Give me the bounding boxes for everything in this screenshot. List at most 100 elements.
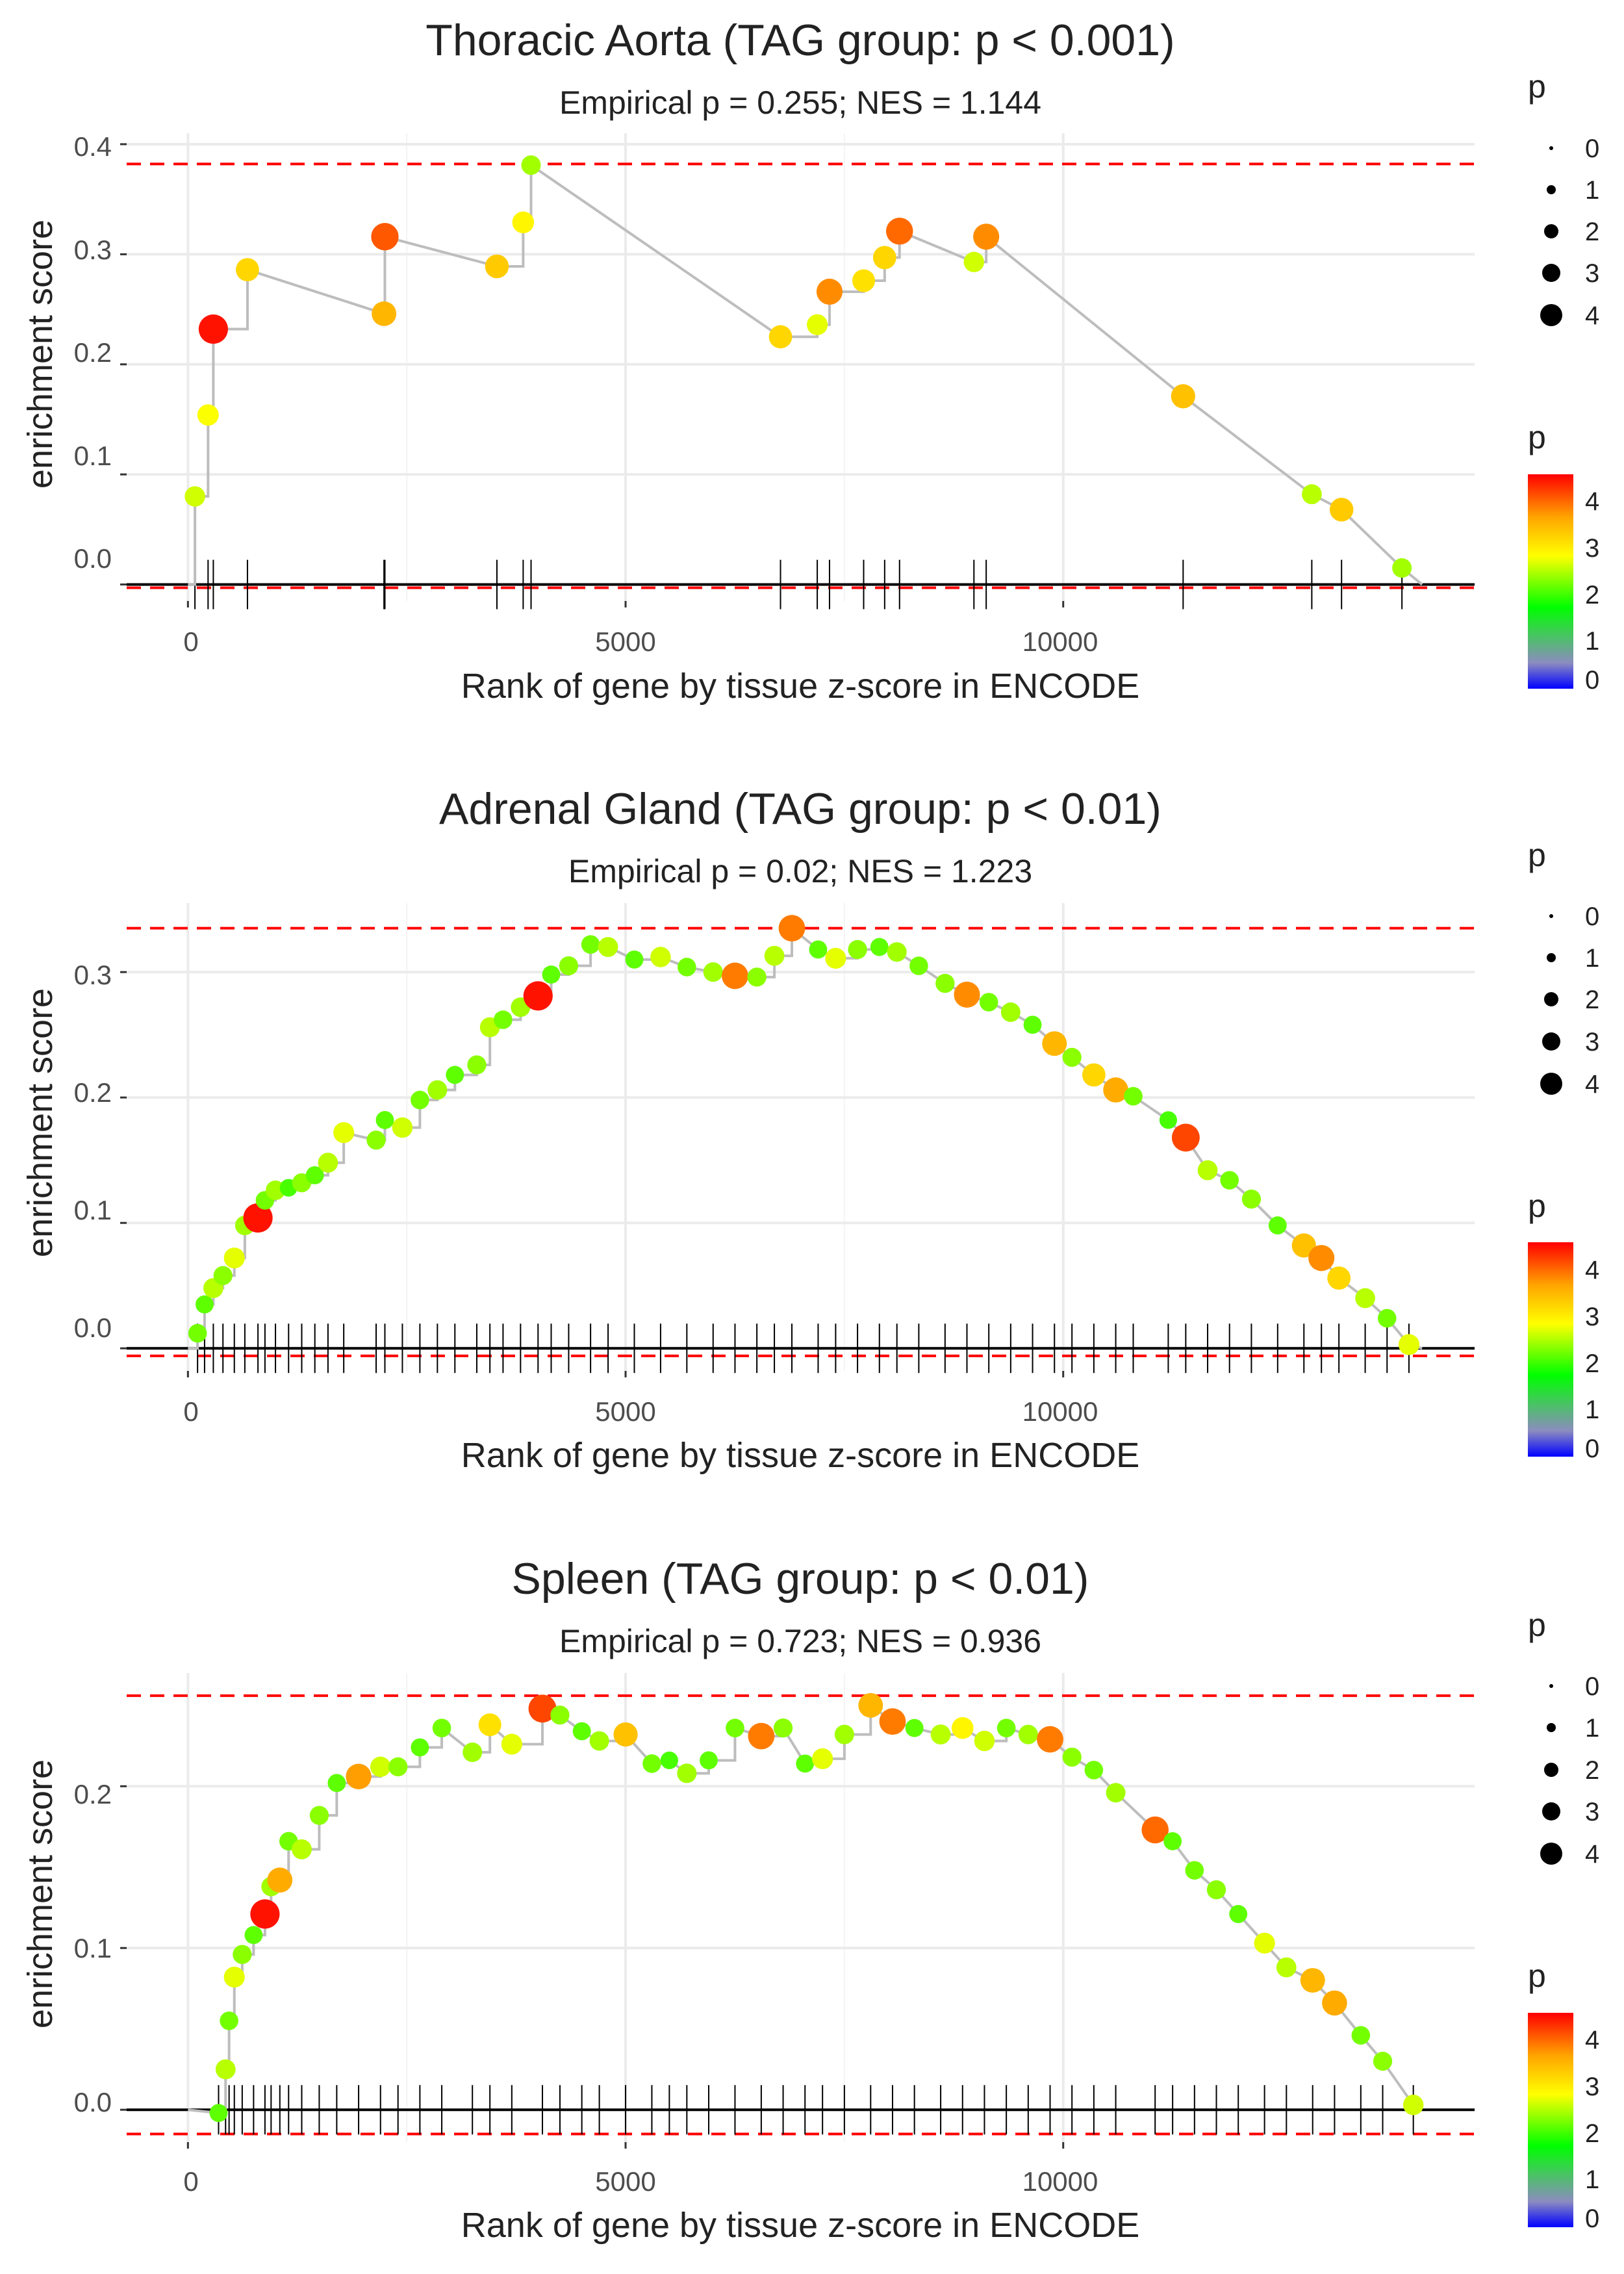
gene-point <box>1141 1816 1169 1844</box>
gene-point <box>1062 1747 1082 1767</box>
gene-point <box>333 1122 355 1143</box>
gene-point <box>807 314 828 335</box>
gene-point <box>195 1295 214 1314</box>
gene-point <box>213 1266 233 1285</box>
legend-color-label: 3 <box>1585 2073 1599 2101</box>
legend-size-title: p <box>1528 68 1546 105</box>
panel-subtitle: Empirical p = 0.723; NES = 0.936 <box>559 1623 1041 1659</box>
panel-title: Thoracic Aorta (TAG group: p < 0.001) <box>425 16 1174 65</box>
gene-point <box>559 956 579 976</box>
gene-point <box>1355 1288 1375 1309</box>
legend-size-label: 4 <box>1585 301 1599 330</box>
plot-area <box>120 1673 1475 2149</box>
y-axis-title: enrichment score <box>21 1759 60 2028</box>
gene-point <box>678 958 696 977</box>
legend-size: p 0 1 2 3 4 <box>1528 1607 1599 1869</box>
panel-spleen: Spleen (TAG group: p < 0.01) Empirical p… <box>21 1554 1599 2245</box>
gene-point <box>1392 558 1412 578</box>
gene-point <box>809 940 828 959</box>
legend-size-label: 0 <box>1585 134 1599 163</box>
gene-point <box>318 1153 338 1173</box>
gene-point <box>1042 1031 1067 1056</box>
gene-point <box>1300 1968 1325 1993</box>
gene-point <box>512 211 535 234</box>
legend-color: p 4 3 2 1 0 <box>1528 1188 1599 1463</box>
gene-point <box>209 2104 228 2123</box>
gene-point <box>1084 1761 1104 1780</box>
gene-point <box>572 1722 591 1741</box>
gene-point <box>963 251 985 272</box>
legend-size-label: 1 <box>1585 176 1599 205</box>
gene-point <box>1377 1309 1397 1328</box>
legend-color-label: 0 <box>1585 1435 1599 1463</box>
gene-point <box>309 1806 329 1825</box>
panel-title: Adrenal Gland (TAG group: p < 0.01) <box>439 784 1161 834</box>
enrichment-score-line <box>188 162 1423 586</box>
legend-size-title: p <box>1528 1607 1546 1643</box>
gene-point <box>1322 1990 1347 2016</box>
legend-color-title: p <box>1528 1958 1546 1994</box>
plot-area <box>120 133 1475 609</box>
gene-point <box>463 1742 483 1762</box>
gene-point <box>1159 1111 1177 1129</box>
x-axis-title: Rank of gene by tissue z-score in ENCODE <box>461 667 1139 706</box>
y-tick-label: 0.0 <box>74 543 112 574</box>
gene-point <box>1302 484 1322 505</box>
gene-point <box>292 1839 312 1859</box>
gene-point <box>233 1945 252 1964</box>
y-tick-label: 0.1 <box>74 1195 112 1225</box>
legend-color-label: 0 <box>1585 2204 1599 2233</box>
legend-size-label: 1 <box>1585 944 1599 973</box>
legend-size-label: 2 <box>1585 986 1599 1014</box>
gene-point <box>188 1323 207 1343</box>
gene-point <box>184 486 205 507</box>
gene-point <box>198 314 228 344</box>
legend-color-label: 4 <box>1585 1256 1599 1284</box>
gene-point <box>1037 1726 1063 1753</box>
y-tick-label: 0.0 <box>74 2087 112 2117</box>
legend-size-dot <box>1547 1723 1556 1732</box>
gene-point <box>852 269 876 292</box>
legend-size-dot <box>1540 304 1562 326</box>
gene-point <box>872 246 896 270</box>
y-tick-label: 0.2 <box>74 1779 112 1809</box>
panel-adrenal-gland: Adrenal Gland (TAG group: p < 0.01) Empi… <box>21 784 1599 1475</box>
gene-point <box>1254 1932 1275 1954</box>
gene-point <box>747 967 767 987</box>
gene-point <box>778 915 806 942</box>
y-tick-label: 0.1 <box>74 1933 112 1963</box>
gene-point <box>243 1203 273 1233</box>
x-axis-title: Rank of gene by tissue z-score in ENCODE <box>461 2206 1139 2245</box>
legend-size-dot <box>1540 1843 1562 1865</box>
gene-point <box>467 1055 487 1075</box>
legend-color: p 4 3 2 1 0 <box>1528 1958 1599 2233</box>
x-tick-label: 0 <box>183 626 198 657</box>
legend-color-label: 1 <box>1585 627 1599 656</box>
legend-color-title: p <box>1528 1188 1546 1224</box>
legend-size-label: 3 <box>1585 1798 1599 1826</box>
legend-size-dot <box>1549 914 1553 918</box>
gene-point <box>1106 1783 1126 1803</box>
gene-point <box>879 1708 906 1735</box>
gene-point <box>411 1090 429 1110</box>
gene-point <box>366 1131 386 1150</box>
legend-size-dot <box>1540 1073 1562 1095</box>
gene-point <box>236 258 259 281</box>
x-tick-label: 10000 <box>1022 626 1098 657</box>
legend-size-dot <box>1544 1763 1558 1777</box>
legend-color-label: 1 <box>1585 1396 1599 1424</box>
legend-color: p 4 3 2 1 0 <box>1528 419 1599 695</box>
legend-size-label: 3 <box>1585 259 1599 288</box>
legend-size-label: 2 <box>1585 218 1599 246</box>
gene-point <box>660 1751 678 1770</box>
gene-point <box>478 1713 501 1737</box>
x-tick-label: 0 <box>183 2166 198 2197</box>
gene-point <box>388 1757 408 1777</box>
gene-point <box>528 1694 557 1723</box>
gene-point <box>848 939 867 960</box>
legend-color-title: p <box>1528 419 1546 455</box>
gene-point <box>542 965 561 984</box>
panel-title: Spleen (TAG group: p < 0.01) <box>512 1554 1089 1603</box>
y-axis-title: enrichment score <box>21 988 60 1257</box>
gene-point <box>1206 1880 1226 1900</box>
